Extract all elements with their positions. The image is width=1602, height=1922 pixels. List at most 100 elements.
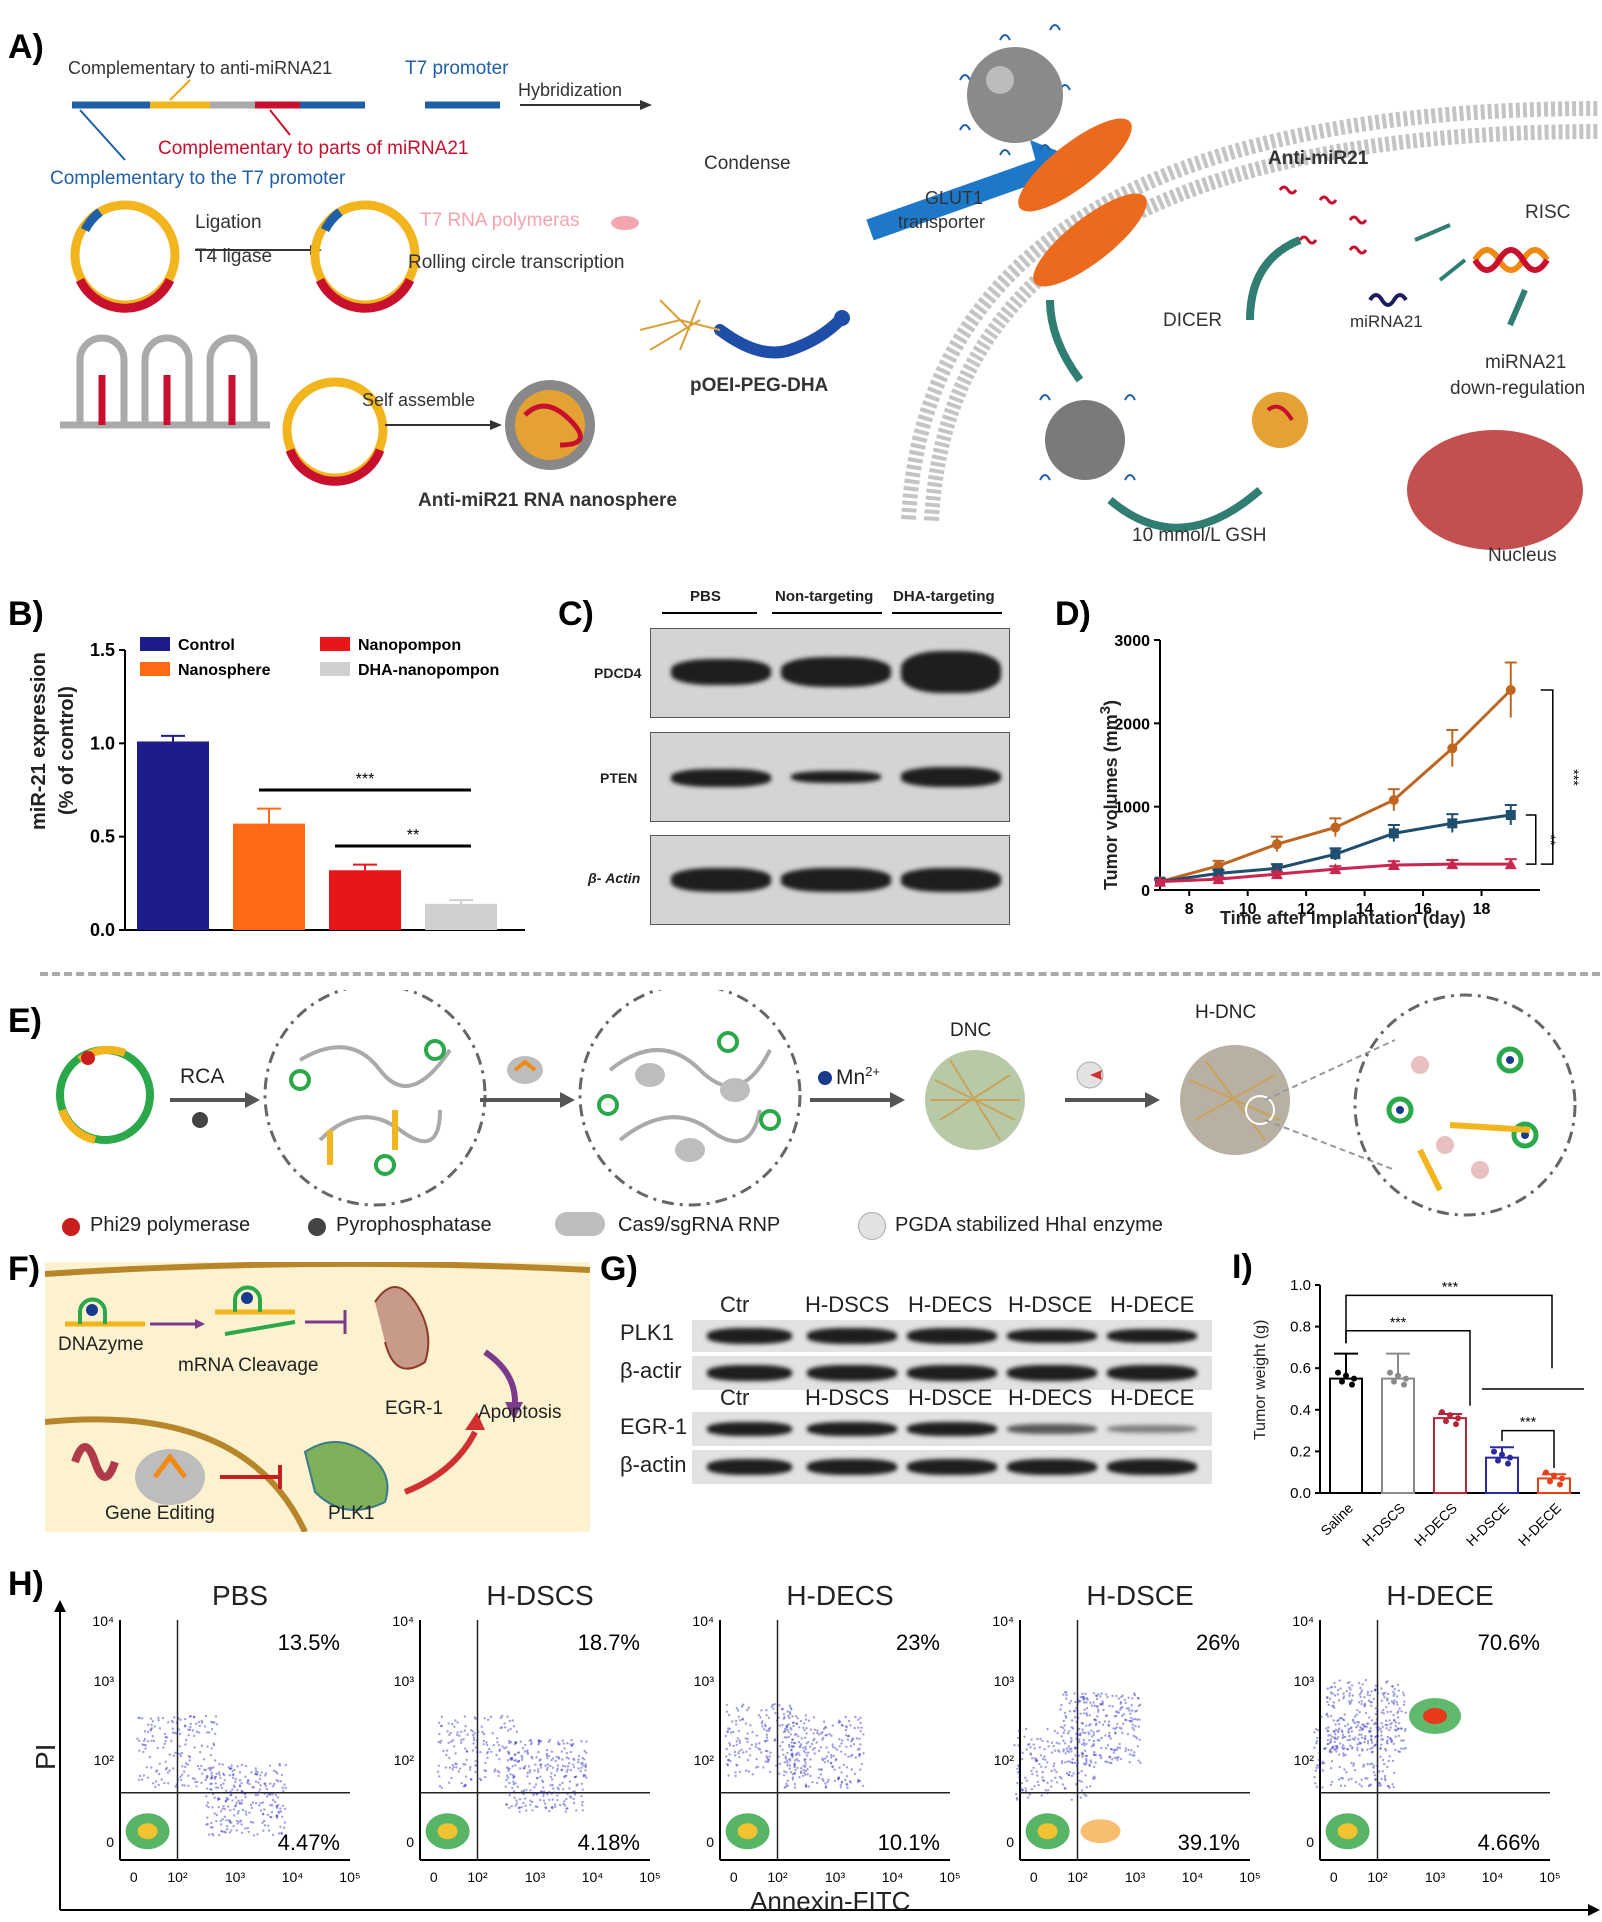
- flow-plot-event: [813, 1728, 817, 1731]
- flow-plot-event: [577, 1754, 581, 1758]
- flow-plot-event: [572, 1801, 576, 1805]
- flow-plot-event: [196, 1764, 200, 1768]
- flow-plot-event: [447, 1722, 450, 1725]
- flow-plot-event: [503, 1747, 506, 1750]
- flow-plot-event: [1363, 1702, 1367, 1705]
- flow-plot-event: [567, 1757, 570, 1760]
- flow-plot-event: [1120, 1706, 1123, 1710]
- flow-plot-event: [1036, 1737, 1039, 1741]
- flow-plot-event: [1099, 1703, 1102, 1706]
- flow-plot-event: [1081, 1695, 1085, 1699]
- flow-plot-event: [498, 1748, 501, 1751]
- flow-plot-event: [757, 1747, 760, 1750]
- flow-plot-event: [806, 1768, 809, 1771]
- flow-plot-event: [1061, 1783, 1065, 1786]
- flow-plot-event: [1085, 1794, 1088, 1797]
- flow-plot-event: [858, 1747, 861, 1751]
- flow-plot-event: [738, 1741, 742, 1744]
- flow-plot-event: [1343, 1784, 1347, 1787]
- flow-plot-event: [840, 1771, 843, 1774]
- flow-plot-xtick-label: 10⁴: [282, 1869, 304, 1885]
- flow-plot-event: [1393, 1699, 1396, 1702]
- flow-plot-event: [798, 1753, 801, 1756]
- flow-plot-event: [1387, 1759, 1390, 1763]
- flow-plot-event: [531, 1809, 534, 1812]
- flow-plot-xtick-label: 10²: [767, 1869, 788, 1885]
- flow-plot-event: [1085, 1712, 1088, 1715]
- flow-plot-event: [1326, 1738, 1330, 1742]
- flow-plot-event: [1127, 1748, 1130, 1752]
- flow-plot-event: [1369, 1734, 1373, 1738]
- flow-plot-event: [512, 1776, 515, 1779]
- flow-plot-event: [1356, 1746, 1359, 1750]
- flow-plot-event: [1333, 1694, 1337, 1697]
- flow-plot-event: [439, 1724, 443, 1728]
- flow-plot-event: [528, 1739, 531, 1742]
- flow-plot-event: [1065, 1694, 1068, 1697]
- chart-i-sig-3: ***: [1520, 1414, 1537, 1430]
- flow-plot-event: [738, 1770, 741, 1774]
- flow-plot-event: [1348, 1681, 1351, 1684]
- flow-plot-event: [210, 1782, 213, 1785]
- flow-plot-event: [1393, 1718, 1396, 1722]
- flow-plot-event: [1375, 1740, 1379, 1743]
- flow-plot-event: [240, 1781, 243, 1785]
- flow-plot-event: [164, 1768, 168, 1771]
- flow-plot-event: [1336, 1689, 1340, 1692]
- flow-plot-event: [244, 1827, 247, 1830]
- flow-plot-event: [761, 1725, 764, 1728]
- flow-plot-event: [283, 1807, 287, 1810]
- flow-plot-event: [1040, 1765, 1043, 1768]
- flow-plot-event: [791, 1752, 794, 1755]
- flow-plot-event: [1076, 1772, 1079, 1776]
- flow-plot-ytick-label: 0: [1006, 1834, 1014, 1850]
- flow-plot-event: [178, 1752, 181, 1756]
- flow-plot-event: [265, 1795, 269, 1798]
- chart-b-legend-label: Nanopompon: [358, 637, 461, 654]
- flow-plot-event: [1354, 1736, 1357, 1739]
- chart-b-legend-swatch: [140, 637, 170, 651]
- flow-plot-event: [554, 1759, 557, 1763]
- flow-plot-event: [1105, 1714, 1109, 1717]
- flow-plot-event: [278, 1811, 281, 1814]
- flow-plot-event: [263, 1808, 266, 1811]
- flow-plot-event: [505, 1746, 508, 1749]
- chart-i-ytick-label: 0.8: [1290, 1319, 1311, 1336]
- flow-plot-title: H-DECS: [786, 1580, 894, 1611]
- flow-plot-event: [214, 1775, 217, 1779]
- flow-plot-event: [1333, 1740, 1337, 1744]
- flow-plot-event: [577, 1767, 580, 1770]
- flow-plot-event: [231, 1776, 235, 1779]
- flow-plot-event: [222, 1805, 225, 1808]
- chart-d-point: [1504, 858, 1517, 870]
- flow-plot-event: [514, 1764, 517, 1767]
- flow-plot-event: [501, 1745, 504, 1748]
- flow-plot-event: [792, 1741, 796, 1745]
- flow-plot-event: [151, 1782, 155, 1785]
- flow-plot-event: [765, 1729, 768, 1732]
- flow-plot-event: [442, 1749, 445, 1753]
- flow-plot-event: [806, 1754, 809, 1757]
- flow-plot-event: [1350, 1684, 1354, 1687]
- flow-plot-event: [1326, 1687, 1329, 1690]
- flow-plot-event: [1374, 1721, 1377, 1724]
- flow-plot-event: [215, 1723, 219, 1726]
- chart-i-dot: [1343, 1372, 1349, 1379]
- flow-plot-event: [1090, 1704, 1093, 1707]
- flow-plot-event: [147, 1730, 150, 1734]
- flow-plot-event: [528, 1771, 531, 1774]
- flow-plot-event: [283, 1821, 287, 1824]
- flow-plot-event: [1343, 1719, 1346, 1722]
- flow-plot-event: [575, 1784, 578, 1787]
- flow-plot-event: [833, 1779, 837, 1783]
- flow-plot-event: [749, 1754, 752, 1757]
- flow-plot-event: [786, 1710, 789, 1713]
- flow-plot-event: [456, 1733, 459, 1737]
- flow-plot-event: [852, 1743, 856, 1746]
- flow-plot-event: [471, 1730, 474, 1733]
- flow-plot-xtick-label: 0: [1030, 1869, 1038, 1885]
- flow-plot-event: [1098, 1754, 1101, 1757]
- flow-plot-event: [154, 1785, 157, 1789]
- flow-plot-event: [520, 1806, 523, 1809]
